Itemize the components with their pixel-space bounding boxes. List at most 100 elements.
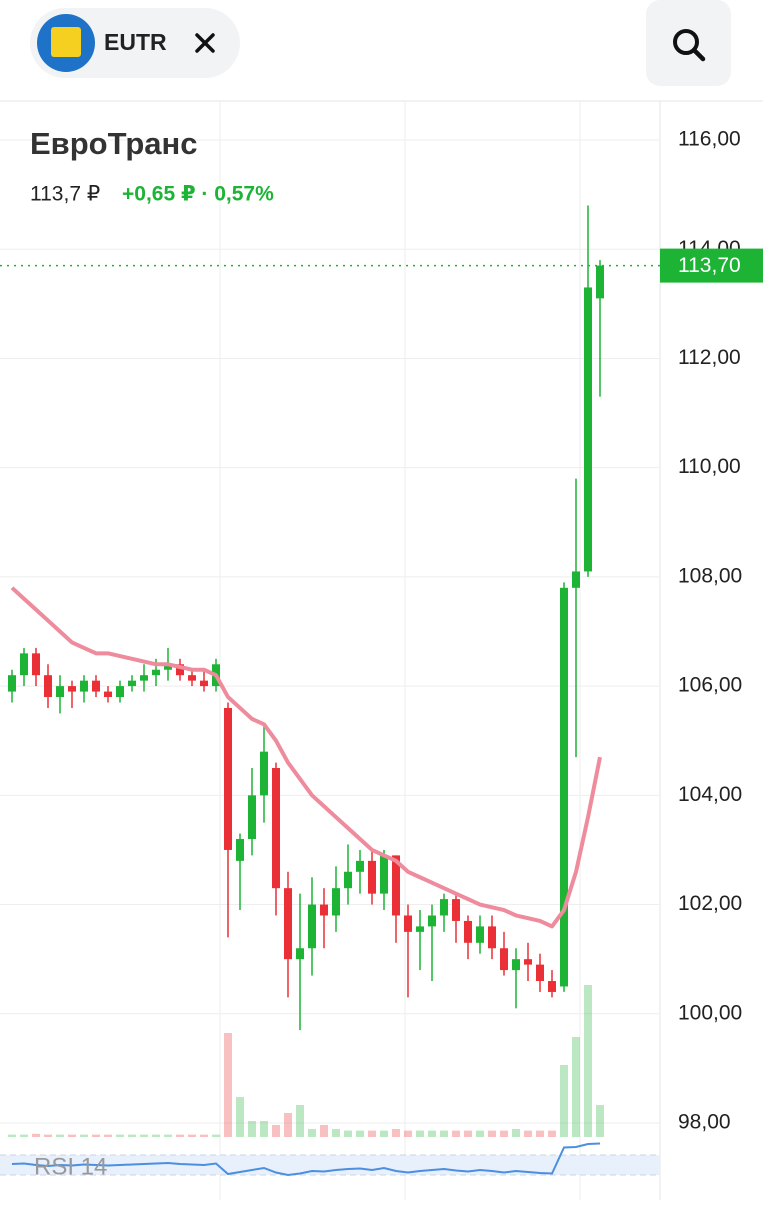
candle-body xyxy=(344,871,352,889)
search-button[interactable] xyxy=(646,0,731,86)
last-price-badge xyxy=(660,248,763,283)
y-tick-label: 104,00 xyxy=(678,783,742,806)
volume-bar xyxy=(8,1134,16,1137)
y-tick-label: 110,00 xyxy=(678,455,741,478)
volume-bar xyxy=(80,1134,88,1137)
candle-body xyxy=(356,860,364,872)
volume-bar xyxy=(500,1130,508,1137)
candle-body xyxy=(404,915,412,932)
last-price-label: 113,70 xyxy=(678,254,741,277)
y-tick-label: 106,00 xyxy=(678,674,742,697)
logo-inner xyxy=(51,27,81,57)
candle-body xyxy=(224,707,232,850)
candle-body xyxy=(248,795,256,840)
candle-body xyxy=(308,904,316,949)
candle-body xyxy=(188,675,196,681)
candle-body xyxy=(260,751,268,796)
plot xyxy=(0,139,660,1137)
search-handle xyxy=(691,47,706,62)
y-tick-label: 112,00 xyxy=(678,346,741,369)
rsi-line xyxy=(11,1142,601,1177)
volume-bar xyxy=(320,1125,328,1137)
close-icon[interactable] xyxy=(195,33,215,53)
y-tick-label: 100,00 xyxy=(678,1001,742,1024)
volume-bar xyxy=(68,1134,76,1137)
candle-body xyxy=(80,680,88,692)
volume-bar xyxy=(236,1097,244,1137)
candle-body xyxy=(32,653,40,676)
candle-body xyxy=(236,839,244,861)
volume-bar xyxy=(464,1130,472,1137)
volume-bar xyxy=(176,1134,184,1137)
candle-body xyxy=(92,680,100,692)
volume-bar xyxy=(548,1130,556,1137)
volume-bar xyxy=(248,1121,256,1137)
chart-title: ЕвроТранс xyxy=(30,126,198,161)
volume-bar xyxy=(452,1130,460,1137)
candle-body xyxy=(68,686,76,692)
candle-body xyxy=(20,653,28,676)
volume-bar xyxy=(200,1134,208,1137)
volume-bar xyxy=(512,1129,520,1137)
candle-body xyxy=(500,948,508,971)
y-tick-label: 116,00 xyxy=(678,128,741,151)
volume-bar xyxy=(392,1129,400,1137)
volume-bar xyxy=(212,1134,220,1137)
volume-bar xyxy=(128,1134,136,1137)
candle-body xyxy=(164,664,172,670)
candle-body xyxy=(476,926,484,943)
candle-body xyxy=(464,920,472,943)
indicator-label: RSI 14 xyxy=(34,1153,107,1180)
candle-body xyxy=(560,587,568,987)
volume-bar xyxy=(428,1130,436,1137)
candle-body xyxy=(8,675,16,692)
volume-bar xyxy=(488,1130,496,1137)
volume-bar xyxy=(440,1130,448,1137)
search-icon xyxy=(673,29,699,55)
volume-bar xyxy=(188,1134,196,1137)
ticker: EUTR xyxy=(104,29,167,55)
volume-bar xyxy=(260,1121,268,1137)
candle-body xyxy=(104,691,112,698)
volume-bar xyxy=(380,1130,388,1137)
price: 113,7 ₽ xyxy=(30,183,100,206)
candle-body xyxy=(284,888,292,960)
ma-line xyxy=(10,586,602,929)
y-tick-label: 102,00 xyxy=(678,892,742,915)
y-tick-label: 108,00 xyxy=(678,564,742,587)
candle-body xyxy=(128,680,136,687)
candle-body xyxy=(332,888,340,916)
candle-body xyxy=(440,899,448,916)
rsi-band xyxy=(0,1155,660,1175)
volume-bar xyxy=(20,1134,28,1137)
candle-body xyxy=(596,265,604,299)
candle-body xyxy=(524,959,532,965)
volume-bar xyxy=(416,1130,424,1137)
change: +0,65 ₽ · 0,57% xyxy=(122,183,274,206)
volume-bar xyxy=(284,1113,292,1137)
candle-body xyxy=(116,686,124,698)
candle-body xyxy=(512,959,520,971)
volume-bar xyxy=(332,1129,340,1137)
volume-bar xyxy=(56,1134,64,1137)
volume-bar xyxy=(116,1134,124,1137)
volume-bar xyxy=(536,1130,544,1137)
volume-bar xyxy=(140,1134,148,1137)
volume-bar xyxy=(524,1130,532,1137)
volume-bar xyxy=(476,1130,484,1137)
volume-bar xyxy=(404,1130,412,1137)
candle-body xyxy=(140,675,148,681)
candle-body xyxy=(296,948,304,960)
candle-body xyxy=(548,981,556,992)
candle-body xyxy=(200,680,208,687)
volume-bar xyxy=(560,1065,568,1137)
candle-body xyxy=(428,915,436,927)
volume-bar xyxy=(164,1134,172,1137)
candle-body xyxy=(368,860,376,894)
y-tick-label: 98,00 xyxy=(678,1111,731,1134)
volume-bar xyxy=(368,1130,376,1137)
candle-body xyxy=(272,768,280,889)
candle-body xyxy=(392,855,400,916)
volume-bar xyxy=(344,1130,352,1137)
